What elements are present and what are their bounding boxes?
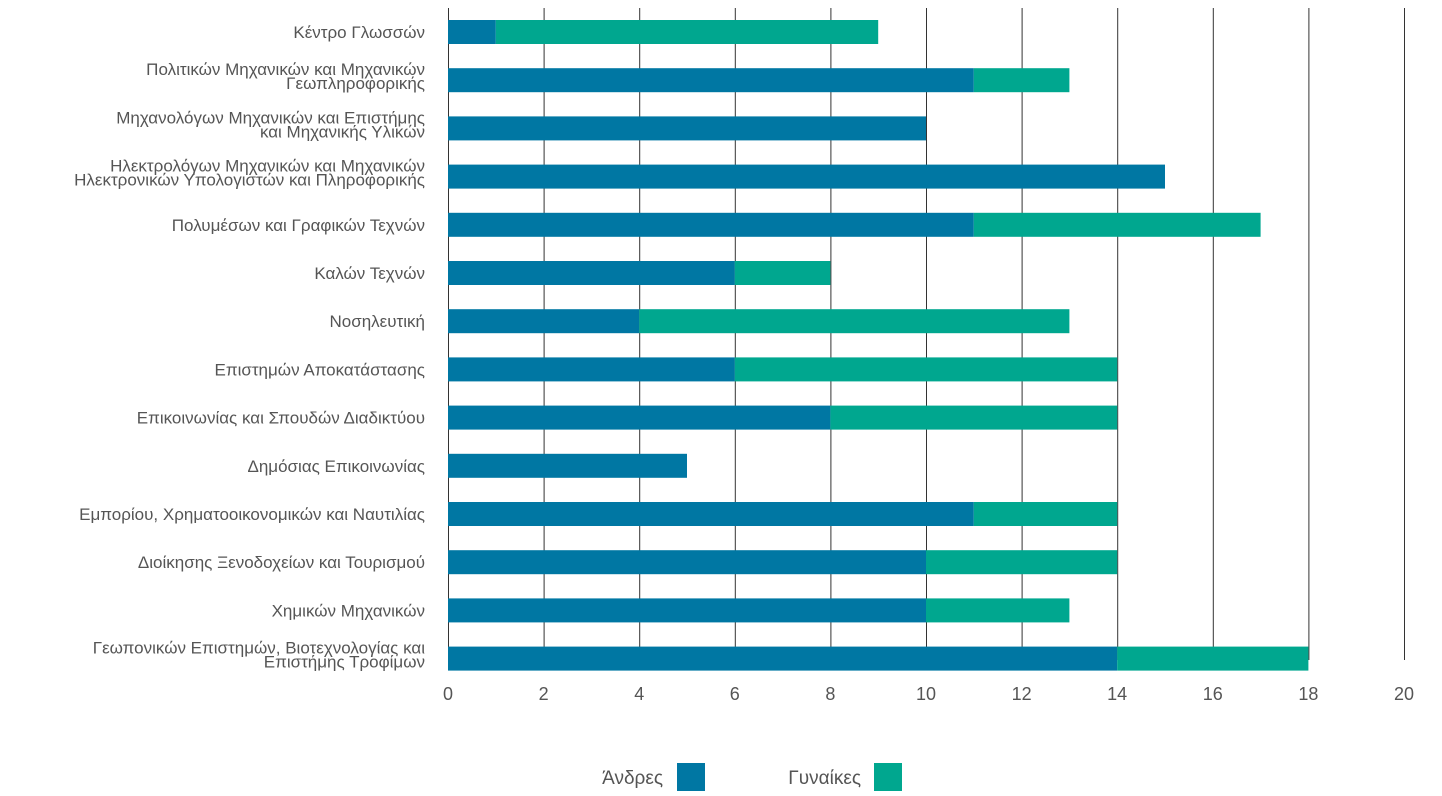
bar-series0-cat12 [448, 598, 926, 623]
bar-series1-cat7 [734, 357, 1118, 382]
bar-series0-cat13 [448, 646, 1118, 671]
category-label-10: Εμπορίου, Χρηματοοικονομικών και Ναυτιλί… [79, 505, 425, 524]
category-label-line: Επιστήμης Τροφίμων [264, 653, 425, 672]
category-label-line: Γεωπονικών Επιστημών, Βιοτεχνολογίας και [93, 639, 426, 658]
bar-series0-cat10 [448, 502, 974, 526]
category-label-line: Γεωπληροφορικής [286, 74, 425, 93]
category-label-line: Διοίκησης Ξενοδοχείων και Τουρισμού [138, 553, 425, 572]
category-label-13: Γεωπονικών Επιστημών, Βιοτεχνολογίας και… [93, 639, 426, 672]
bar-series0-cat11 [448, 550, 926, 575]
category-label-1: Πολιτικών Μηχανικών και Μηχανικών Γεωπληρ… [146, 60, 425, 93]
legend-label-0: Άνδρες [602, 768, 663, 789]
category-label-line: Κέντρο Γλωσσών [293, 23, 425, 42]
bar-series1-cat6 [639, 309, 1070, 334]
bar-series0-cat2 [448, 116, 926, 141]
category-label-0: Κέντρο Γλωσσών [293, 23, 425, 42]
category-label-line: Δημόσιας Επικοινωνίας [247, 457, 425, 476]
category-label-line: Ηλεκτρονικών Υπολογιστών και Πληροφορική… [74, 171, 425, 190]
category-label-line: Μηχανολόγων Μηχανικών και Επιστήμης [116, 108, 425, 127]
category-label-11: Διοίκησης Ξενοδοχείων και Τουρισμού [138, 553, 425, 572]
legend-label-1: Γυναίκες [788, 768, 861, 789]
bar-series0-cat6 [448, 309, 640, 334]
category-label-line: Νοσηλευτική [329, 312, 425, 331]
x-tick-label-4: 8 [825, 684, 835, 704]
category-label-12: Χημικών Μηχανικών [272, 601, 425, 620]
bar-series1-cat5 [734, 261, 831, 285]
bar-series0-cat7 [448, 357, 735, 382]
bar-series1-cat0 [495, 20, 879, 44]
bar-series0-cat0 [448, 20, 496, 44]
category-label-6: Νοσηλευτική [329, 312, 425, 331]
legend-swatch-0 [677, 763, 705, 791]
category-label-5: Καλών Τεχνών [314, 264, 425, 283]
category-label-9: Δημόσιας Επικοινωνίας [247, 457, 425, 476]
x-tick-label-2: 4 [634, 684, 644, 704]
x-tick-label-0: 0 [443, 684, 453, 704]
category-label-4: Πολυμέσων και Γραφικών Τεχνών [172, 216, 425, 235]
bar-series0-cat3 [448, 164, 1165, 189]
bar-series1-cat13 [1117, 646, 1309, 671]
bar-series0-cat8 [448, 405, 831, 430]
category-label-line: Επιστημών Αποκατάστασης [215, 360, 426, 379]
bars [448, 20, 1309, 671]
x-tick-label-10: 20 [1394, 684, 1414, 704]
bar-series1-cat12 [926, 598, 1070, 623]
bar-series1-cat11 [926, 550, 1118, 575]
category-label-7: Επιστημών Αποκατάστασης [215, 360, 426, 379]
category-label-line: Καλών Τεχνών [314, 264, 425, 283]
x-axis-tick-labels: 0 2 4 6 8 10 12 14 16 18 20 [443, 684, 1414, 704]
category-label-line: Εμπορίου, Χρηματοοικονομικών και Ναυτιλί… [79, 505, 425, 524]
bar-series0-cat9 [448, 453, 687, 478]
x-tick-label-1: 2 [539, 684, 549, 704]
x-tick-label-3: 6 [730, 684, 740, 704]
category-label-line: Ηλεκτρολόγων Μηχανικών και Μηχανικών [110, 157, 425, 176]
x-tick-label-7: 14 [1107, 684, 1127, 704]
category-labels: Κέντρο Γλωσσών Πολιτικών Μηχανικών και Μη… [74, 23, 425, 672]
category-label-line: Πολυμέσων και Γραφικών Τεχνών [172, 216, 425, 235]
bar-series0-cat1 [448, 68, 974, 93]
bar-series1-cat8 [830, 405, 1118, 430]
x-tick-label-9: 18 [1298, 684, 1318, 704]
category-label-8: Επικοινωνίας και Σπουδών Διαδικτύου [137, 409, 425, 428]
bar-series1-cat10 [973, 502, 1118, 526]
x-tick-label-8: 16 [1203, 684, 1223, 704]
x-tick-label-6: 12 [1012, 684, 1032, 704]
bar-series1-cat4 [973, 212, 1261, 237]
legend: Άνδρες Γυναίκες [602, 763, 902, 791]
bar-series0-cat4 [448, 212, 974, 237]
category-label-line: Χημικών Μηχανικών [272, 601, 425, 620]
category-label-line: και Μηχανικής Υλικών [260, 122, 425, 141]
legend-swatch-1 [874, 763, 902, 791]
bar-series1-cat1 [973, 68, 1070, 93]
category-label-2: Μηχανολόγων Μηχανικών και Επιστήμης και Μ… [116, 108, 425, 141]
category-label-line: Επικοινωνίας και Σπουδών Διαδικτύου [137, 409, 425, 428]
x-tick-label-5: 10 [916, 684, 936, 704]
category-label-line: Πολιτικών Μηχανικών και Μηχανικών [146, 60, 425, 79]
category-label-3: Ηλεκτρολόγων Μηχανικών και Μηχανικών Ηλεκ… [74, 157, 425, 190]
bar-series0-cat5 [448, 261, 735, 285]
